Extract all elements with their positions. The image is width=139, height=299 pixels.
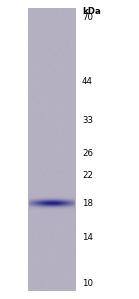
Text: kDa: kDa [82,7,101,16]
Text: 10: 10 [82,280,93,289]
Text: 18: 18 [82,199,93,208]
Text: 70: 70 [82,13,93,22]
Text: 33: 33 [82,116,93,125]
Text: 26: 26 [82,149,93,158]
Text: 22: 22 [82,172,93,181]
Text: 14: 14 [82,234,93,242]
Text: 44: 44 [82,77,93,86]
